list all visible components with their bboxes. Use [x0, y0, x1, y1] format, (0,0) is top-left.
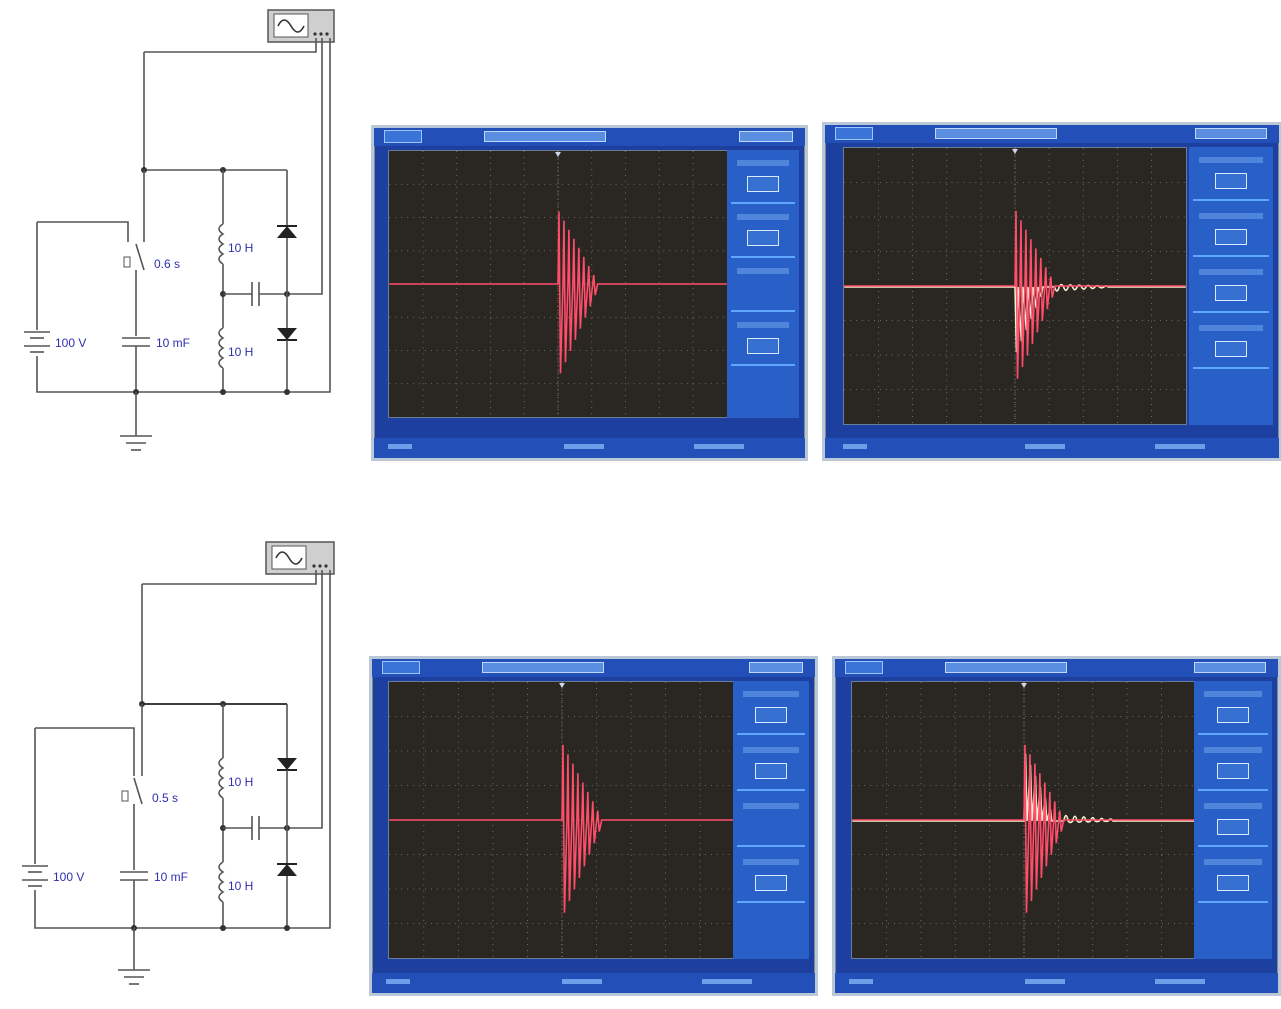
capacitor-icon [120, 871, 148, 928]
menu-item-1[interactable] [1198, 683, 1268, 735]
scope-header [835, 659, 1278, 677]
scope-timebase-pill [484, 131, 606, 142]
capacitor-value-label: 10 mF [154, 870, 188, 884]
inductor-top-label: 10 H [228, 241, 253, 255]
inductor-top-label: 10 H [228, 775, 253, 789]
channel-1-trace [844, 210, 1186, 379]
menu-item-4[interactable] [1193, 317, 1269, 369]
oscilloscope-icon[interactable] [267, 9, 335, 43]
scope-footer [372, 973, 815, 993]
scope-header [372, 659, 815, 677]
switch-time-label: 0.5 s [152, 791, 178, 805]
channel-1-trace [389, 211, 727, 374]
ground-icon [118, 928, 150, 985]
scope-timebase-pill [945, 662, 1067, 673]
channel-1-trace [389, 744, 735, 913]
inductor-bottom-icon [218, 327, 225, 369]
inductor-top-icon [218, 757, 225, 799]
battery-voltage-label: 100 V [53, 870, 84, 884]
diode-top-icon [277, 758, 297, 771]
menu-item-3[interactable] [1193, 261, 1269, 313]
scope-top-left [371, 125, 808, 461]
menu-item-1[interactable] [737, 683, 805, 735]
scope-side-menu [1189, 147, 1273, 425]
scope-brand-badge [382, 661, 420, 674]
scope-side-menu [727, 150, 799, 418]
inductor-top-icon [218, 223, 225, 265]
scope-bottom-left [369, 656, 818, 996]
coupling-capacitor-icon [223, 282, 287, 306]
scope-top-right [822, 122, 1281, 461]
diode-bottom-icon [277, 863, 297, 876]
scope-timebase-pill [935, 128, 1057, 139]
scope-footer [835, 973, 1278, 993]
scope-footer [825, 438, 1279, 458]
inductor-bottom-label: 10 H [228, 879, 253, 893]
capacitor-value-label: 10 mF [156, 336, 190, 350]
trigger-marker [1021, 682, 1027, 688]
scope-waveform [389, 682, 735, 958]
scope-timebase-pill [482, 662, 604, 673]
scope-mode-pill [739, 131, 793, 142]
switch-time-label: 0.6 s [154, 257, 180, 271]
menu-item-4[interactable] [731, 314, 795, 366]
trigger-marker [555, 151, 561, 157]
circuit-bottom-schematic: 100 V 0.5 s 10 mF 10 H [22, 541, 335, 985]
menu-item-4[interactable] [737, 851, 805, 903]
menu-item-2[interactable] [731, 206, 795, 258]
battery-voltage-label: 100 V [55, 336, 86, 350]
menu-item-3[interactable] [1198, 795, 1268, 847]
inductor-bottom-icon [218, 861, 225, 903]
scope-side-menu [1194, 681, 1272, 959]
circuit-bottom: 100 V 0.5 s 10 mF 10 H [0, 534, 360, 1004]
scope-brand-badge [845, 661, 883, 674]
switch-icon [123, 170, 145, 336]
menu-item-4[interactable] [1198, 851, 1268, 903]
diode-bottom-icon [277, 328, 297, 341]
scope-side-menu [733, 681, 809, 959]
menu-item-2[interactable] [1198, 739, 1268, 791]
scope-brand-badge [384, 130, 422, 143]
ground-icon [120, 392, 152, 451]
circuit-top-schematic: 100 V 0.6 s 10 mF 10 H [24, 9, 335, 451]
capacitor-icon [122, 337, 150, 392]
coupling-capacitor-icon [223, 816, 287, 840]
menu-item-3[interactable] [731, 260, 795, 312]
battery-icon [22, 865, 48, 887]
menu-item-2[interactable] [1193, 205, 1269, 257]
scope-mode-pill [1194, 662, 1266, 673]
scope-screen [388, 681, 736, 959]
channel-2-trace [844, 283, 1186, 353]
inductor-bottom-label: 10 H [228, 345, 253, 359]
channel-1-trace [852, 744, 1196, 913]
scope-screen [388, 150, 728, 418]
scope-mode-pill [749, 662, 803, 673]
menu-item-2[interactable] [737, 739, 805, 791]
battery-icon [24, 331, 50, 353]
scope-bottom-right [832, 656, 1281, 996]
diode-top-icon [277, 225, 297, 238]
scope-mode-pill [1195, 128, 1267, 139]
scope-brand-badge [835, 127, 873, 140]
menu-item-1[interactable] [731, 152, 795, 204]
scope-waveform [844, 148, 1186, 424]
scope-header [825, 125, 1279, 143]
circuit-top: 100 V 0.6 s 10 mF 10 H [0, 0, 360, 470]
scope-header [374, 128, 805, 146]
scope-footer [374, 438, 805, 458]
menu-item-3[interactable] [737, 795, 805, 847]
scope-waveform [389, 151, 727, 417]
menu-item-1[interactable] [1193, 149, 1269, 201]
scope-screen [851, 681, 1197, 959]
oscilloscope-icon[interactable] [265, 541, 335, 575]
scope-screen [843, 147, 1187, 425]
trigger-marker [1012, 148, 1018, 154]
scope-waveform [852, 682, 1196, 958]
switch-icon [121, 704, 143, 870]
trigger-marker [559, 682, 565, 688]
